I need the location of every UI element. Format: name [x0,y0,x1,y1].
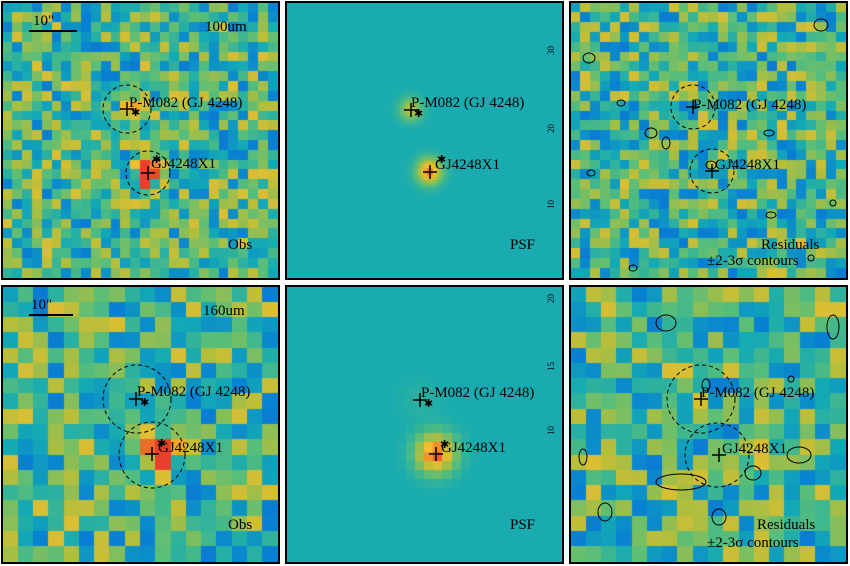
panel-label-psf: PSF [510,237,535,253]
tick-label: 20 [546,124,556,134]
band-label: 160um [203,303,245,319]
psf-image-160um [287,287,562,562]
aperture-circle-b [125,150,171,196]
tick-label: 15 [546,362,556,372]
obs-overlay-160um: 10" 160um ✱ ✱ P-M082 (GJ 4248) GJ4248X1 … [29,297,252,533]
cross-marker-b [423,165,437,179]
cross-marker-a [686,100,700,114]
aperture-circle-a [102,364,172,434]
obs-panel-100um: 10" 100um ✱ ✱ P-M082 (GJ 4248) GJ4248X1 … [1,1,280,280]
contour-blob [586,169,596,177]
source-label-b: GJ4248X1 [722,441,787,457]
panel-label-residuals: Residuals [757,517,815,533]
panel-label-residuals: Residuals [761,237,819,253]
contour-blob [582,52,596,64]
source-label-b: GJ4248X1 [158,440,223,456]
source-label-a: P-M082 (GJ 4248) [693,97,806,113]
cross-marker-b [705,164,719,178]
psf-overlay-160um: ✱ ✱ P-M082 (GJ 4248) GJ4248X1 PSF 20 15 … [413,294,556,533]
source-label-b: GJ4248X1 [151,156,216,172]
star-marker: ✱ [440,439,449,451]
aperture-circle-a [670,84,716,130]
residual-panel-160um: P-M082 (GJ 4248) GJ4248X1 Residuals ±2-3… [569,285,848,564]
star-marker: ✱ [140,397,149,409]
source-label-a: P-M082 (GJ 4248) [411,95,524,111]
star-marker: ✱ [152,154,161,166]
source-label-b: GJ4248X1 [441,440,506,456]
star-marker: ✱ [414,108,423,120]
contour-blob [597,502,613,522]
contour-blob [661,136,671,150]
source-label-a: P-M082 (GJ 4248) [421,385,534,401]
contour-blob [644,127,658,139]
cross-marker-b [712,448,726,462]
cross-marker-a [129,392,143,406]
cross-marker-a [413,393,427,407]
obs-panel-160um: 10" 160um ✱ ✱ P-M082 (GJ 4248) GJ4248X1 … [1,285,280,564]
cross-marker-a [404,103,418,117]
contour-blob [826,314,840,340]
residual-panel-100um: P-M082 (GJ 4248) GJ4248X1 Residuals ±2-3… [569,1,848,280]
band-label: 100um [205,19,247,35]
source-label-b: GJ4248X1 [435,157,500,173]
obs-image-100um [3,3,278,278]
contour-blob [813,18,829,32]
contour-blob [744,465,762,481]
contour-blob [628,264,638,272]
scale-label: 10" [31,297,52,313]
psf-panel-100um: ✱ ✱ P-M082 (GJ 4248) GJ4248X1 PSF 30 20 … [285,1,564,280]
contour-blob [655,314,677,332]
aperture-circle-b [118,421,186,489]
contour-blob [786,446,812,464]
contour-blob [616,99,626,107]
panel-label-contours: ±2-3σ contours [707,253,799,269]
star-marker: ✱ [157,438,166,450]
tick-label: 30 [546,46,556,56]
cross-marker-a [694,392,708,406]
contour-blob [701,378,711,392]
contour-blob [578,448,588,466]
aperture-circle-a [666,364,736,434]
star-marker: ✱ [424,398,433,410]
residual-contours [582,18,837,272]
contour-blob [765,211,777,219]
star-marker: ✱ [131,107,140,119]
panel-label-obs: Obs [228,517,252,533]
aperture-circle-b [684,422,750,488]
tick-label: 10 [546,426,556,436]
psf-image-100um [287,3,562,278]
contour-blob [807,254,815,262]
panel-label-contours: ±2-3σ contours [707,535,799,551]
contour-blob [655,473,707,491]
cross-marker-b [429,447,443,461]
source-label-a: P-M082 (GJ 4248) [701,385,814,401]
contour-blob [763,129,775,137]
aperture-circle-b [689,148,735,194]
cross-marker-b [145,447,159,461]
residual-contours [578,314,840,526]
tick-label: 10 [546,200,556,210]
source-label-a: P-M082 (GJ 4248) [137,384,250,400]
scale-label: 10" [33,13,54,29]
psf-panel-160um: ✱ ✱ P-M082 (GJ 4248) GJ4248X1 PSF 20 15 … [285,285,564,564]
cross-marker-b [141,166,155,180]
source-label-a: P-M082 (GJ 4248) [129,95,242,111]
residual-overlay-160um: P-M082 (GJ 4248) GJ4248X1 Residuals ±2-3… [578,314,840,551]
contour-blob [787,375,795,383]
panel-label-obs: Obs [228,237,252,253]
contour-blob [711,508,727,526]
aperture-circle-a [102,84,152,134]
residual-overlay-100um: P-M082 (GJ 4248) GJ4248X1 Residuals ±2-3… [582,18,837,272]
contour-blob [705,160,717,170]
tick-label: 20 [546,294,556,304]
residual-image-100um [571,3,846,278]
source-label-b: GJ4248X1 [715,157,780,173]
star-marker: ✱ [437,154,446,166]
psf-overlay-100um: ✱ ✱ P-M082 (GJ 4248) GJ4248X1 PSF 30 20 … [404,46,556,253]
contour-blob [829,199,837,207]
cross-marker-a [120,102,134,116]
obs-overlay-100um: 10" 100um ✱ ✱ P-M082 (GJ 4248) GJ4248X1 … [29,13,252,253]
panel-label-psf: PSF [510,517,535,533]
